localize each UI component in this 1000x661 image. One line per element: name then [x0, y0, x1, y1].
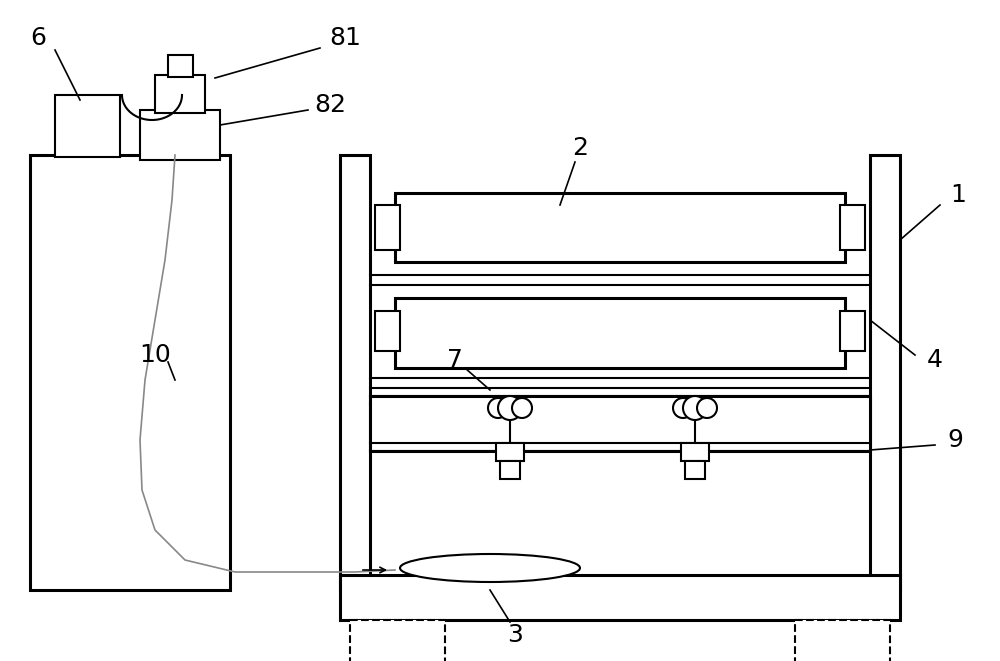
Text: 3: 3 — [507, 623, 523, 647]
Text: 7: 7 — [447, 348, 463, 372]
Text: 6: 6 — [30, 26, 46, 50]
Bar — [340, 155, 370, 590]
Circle shape — [498, 396, 522, 420]
Bar — [370, 396, 870, 451]
Bar — [685, 461, 705, 479]
Bar — [395, 298, 845, 368]
Bar — [375, 205, 400, 250]
Bar — [140, 110, 220, 160]
Bar — [870, 155, 900, 590]
Text: 1: 1 — [950, 183, 966, 207]
Bar — [30, 155, 230, 590]
Ellipse shape — [400, 554, 580, 582]
Circle shape — [673, 398, 693, 418]
Bar — [840, 205, 865, 250]
Text: 81: 81 — [329, 26, 361, 50]
Bar — [500, 461, 520, 479]
Bar — [395, 193, 845, 262]
Text: 2: 2 — [572, 136, 588, 160]
Text: 10: 10 — [139, 343, 171, 367]
Circle shape — [512, 398, 532, 418]
Text: 9: 9 — [947, 428, 963, 452]
Circle shape — [683, 396, 707, 420]
Bar — [496, 443, 524, 461]
Bar — [55, 95, 120, 157]
Text: 82: 82 — [314, 93, 346, 117]
Bar — [375, 311, 400, 351]
Text: 4: 4 — [927, 348, 943, 372]
Bar — [155, 75, 205, 113]
Circle shape — [697, 398, 717, 418]
Bar — [681, 443, 709, 461]
Bar — [340, 575, 900, 620]
Bar — [168, 55, 193, 77]
Bar — [795, 620, 890, 661]
Bar — [350, 620, 445, 661]
Circle shape — [488, 398, 508, 418]
Bar — [840, 311, 865, 351]
